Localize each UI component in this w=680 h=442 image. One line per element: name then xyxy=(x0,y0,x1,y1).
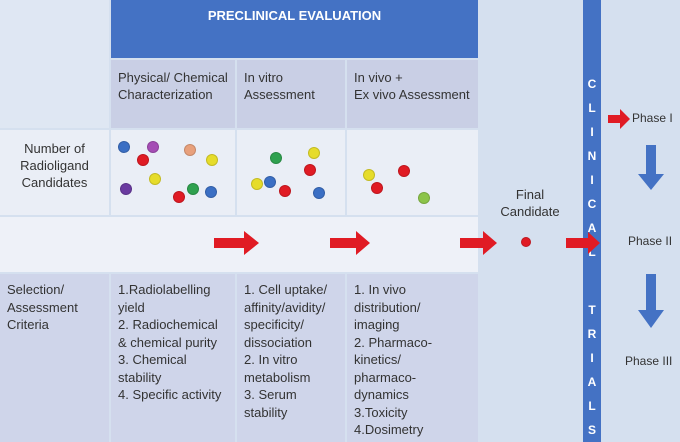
red-arrow-3 xyxy=(460,231,497,255)
criteria-physical-chemical: 1.Radiolabelling yield 2. Radiochemical … xyxy=(111,274,235,442)
final-candidate-label: Final Candidate xyxy=(500,187,560,219)
trials-text: T R I A L S xyxy=(587,303,597,437)
criteria-in-vivo: 1. In vivo distribution/ imaging 2. Phar… xyxy=(347,274,478,442)
candidate-dot xyxy=(205,186,217,198)
candidate-dot xyxy=(173,191,185,203)
corner-cell xyxy=(0,0,109,128)
red-arrow-phase-1 xyxy=(608,109,630,129)
candidate-dot xyxy=(363,169,375,181)
candidate-dot xyxy=(251,178,263,190)
blue-down-arrow-2 xyxy=(638,274,664,328)
candidate-dot xyxy=(120,183,132,195)
candidate-dot xyxy=(149,173,161,185)
candidate-dot xyxy=(313,187,325,199)
phase-1-label: Phase I xyxy=(632,111,673,125)
red-arrow-4 xyxy=(566,232,600,254)
phase-3-label: Phase III xyxy=(625,354,673,368)
candidate-dot xyxy=(137,154,149,166)
stage-title-in-vivo: In vivo + Ex vivo Assessment xyxy=(347,60,478,128)
candidate-dot xyxy=(418,192,430,204)
candidate-dot xyxy=(371,182,383,194)
candidate-dot xyxy=(187,183,199,195)
clinical-trials-bar: C L I N I C A L T R I A L S xyxy=(583,0,601,442)
candidate-dot xyxy=(184,144,196,156)
candidate-dot xyxy=(270,152,282,164)
stage-title-physical-chemical: Physical/ Chemical Characterization xyxy=(111,60,235,128)
candidate-dot xyxy=(398,165,410,177)
final-candidate-dot xyxy=(521,237,531,247)
criteria-in-vitro: 1. Cell uptake/ affinity/avidity/ specif… xyxy=(237,274,345,442)
candidate-dot xyxy=(308,147,320,159)
phase-2-label: Phase II xyxy=(628,234,673,248)
candidate-dot xyxy=(279,185,291,197)
red-arrow-2 xyxy=(330,231,370,255)
criteria-label: Selection/ Assessment Criteria xyxy=(0,274,109,442)
candidate-dot xyxy=(264,176,276,188)
candidates-cell-1 xyxy=(111,130,235,215)
candidates-label-cell: Number of Radioligand Candidates xyxy=(0,130,109,215)
red-arrow-1 xyxy=(214,231,259,255)
candidates-cell-2 xyxy=(237,130,345,215)
candidate-dot xyxy=(118,141,130,153)
stage-title-in-vitro: In vitro Assessment xyxy=(237,60,345,128)
blue-down-arrow-1 xyxy=(638,145,664,190)
candidate-dot xyxy=(304,164,316,176)
candidate-dot xyxy=(147,141,159,153)
candidate-dot xyxy=(206,154,218,166)
preclinical-header: PRECLINICAL EVALUATION xyxy=(111,0,478,58)
clinical-text: C L I N I C A L xyxy=(587,77,597,259)
candidates-label: Number of Radioligand Candidates xyxy=(20,141,89,190)
